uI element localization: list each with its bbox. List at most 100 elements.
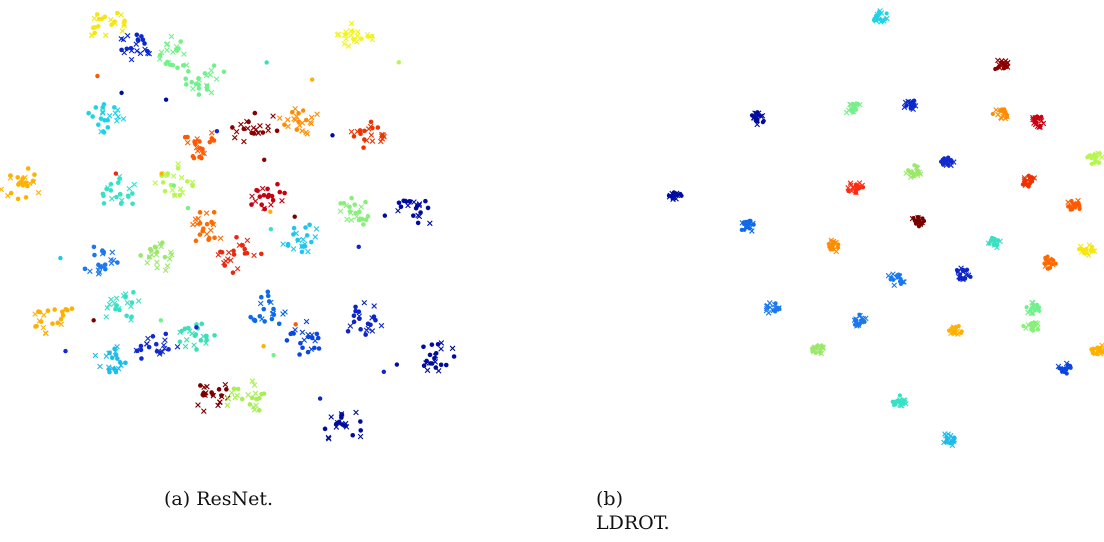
target-point-cross xyxy=(337,208,344,215)
target-point-cross xyxy=(244,125,251,132)
target-point-cross xyxy=(364,31,371,38)
source-point-dot xyxy=(254,396,259,402)
source-point-dot xyxy=(991,236,996,241)
target-point-cross xyxy=(100,110,106,116)
source-point-dot xyxy=(130,201,135,207)
source-point-dot xyxy=(1098,345,1103,351)
target-point-cross xyxy=(250,125,257,131)
source-point-dot xyxy=(197,232,203,237)
source-point-dot xyxy=(135,38,141,43)
outlier-point xyxy=(381,369,387,374)
outlier-point xyxy=(261,344,266,349)
target-point-cross xyxy=(427,220,433,227)
cluster-26 xyxy=(421,340,457,374)
source-point-dot xyxy=(427,352,433,358)
source-point-dot xyxy=(874,17,879,23)
source-point-dot xyxy=(356,209,362,215)
target-point-cross xyxy=(109,195,115,202)
target-point-cross xyxy=(344,216,350,223)
source-point-dot xyxy=(261,192,267,198)
cluster-17 xyxy=(190,210,224,244)
target-point-cross xyxy=(201,408,207,414)
target-point-cross xyxy=(192,216,199,222)
source-point-dot xyxy=(876,9,882,14)
target-point-cross xyxy=(1034,123,1041,130)
source-point-dot xyxy=(316,346,322,351)
source-point-dot xyxy=(878,17,883,22)
source-point-dot xyxy=(93,105,99,110)
source-point-dot xyxy=(204,87,210,92)
source-point-dot xyxy=(212,235,217,241)
source-point-dot xyxy=(183,82,189,87)
source-point-dot xyxy=(185,179,190,184)
source-point-dot xyxy=(277,189,283,195)
source-point-dot xyxy=(271,306,276,312)
target-point-cross xyxy=(114,107,121,113)
source-point-dot xyxy=(352,202,358,207)
target-point-cross xyxy=(279,197,285,204)
source-point-dot xyxy=(197,210,203,215)
target-point-cross xyxy=(309,331,315,338)
target-point-cross xyxy=(325,434,332,441)
source-point-dot xyxy=(1095,349,1101,354)
source-point-dot xyxy=(351,36,356,42)
source-point-dot xyxy=(307,222,312,228)
target-point-cross xyxy=(292,105,298,112)
source-point-dot xyxy=(257,194,263,200)
source-point-dot xyxy=(357,128,363,133)
source-point-dot xyxy=(202,71,208,76)
cluster-10 xyxy=(1020,173,1038,189)
source-point-dot xyxy=(398,204,404,210)
cluster-16 xyxy=(985,235,1003,251)
target-point-cross xyxy=(166,256,173,262)
target-point-cross xyxy=(299,329,306,336)
source-point-dot xyxy=(160,180,166,185)
target-point-cross xyxy=(265,127,272,134)
source-point-dot xyxy=(333,421,339,427)
source-point-dot xyxy=(350,432,356,438)
outlier-point xyxy=(58,255,63,261)
source-point-dot xyxy=(347,209,353,214)
source-point-dot xyxy=(196,76,201,81)
source-point-dot xyxy=(265,186,270,192)
source-point-dot xyxy=(675,192,680,197)
cluster-3 xyxy=(843,101,863,116)
cluster-12 xyxy=(348,119,387,150)
source-point-dot xyxy=(946,155,951,160)
source-point-dot xyxy=(197,145,203,151)
target-point-cross xyxy=(144,259,151,266)
target-point-cross xyxy=(259,185,266,192)
target-point-cross xyxy=(369,328,376,334)
source-point-dot xyxy=(309,239,314,245)
source-point-dot xyxy=(124,46,130,52)
target-point-cross xyxy=(106,350,112,356)
target-point-cross xyxy=(814,345,820,351)
source-point-dot xyxy=(124,313,129,319)
target-point-cross xyxy=(204,383,210,390)
target-point-cross xyxy=(233,128,240,135)
target-point-cross xyxy=(917,218,924,224)
cluster-12 xyxy=(666,190,684,203)
source-point-dot xyxy=(443,362,449,368)
target-point-cross xyxy=(270,113,276,119)
source-point-dot xyxy=(259,202,264,208)
target-point-cross xyxy=(993,107,999,113)
target-point-cross xyxy=(1036,124,1042,130)
source-point-dot xyxy=(438,362,444,368)
source-point-dot xyxy=(186,69,191,74)
source-point-dot xyxy=(34,323,39,329)
source-point-dot xyxy=(249,395,255,401)
target-point-cross xyxy=(348,217,355,223)
source-point-dot xyxy=(17,180,22,186)
target-point-cross xyxy=(162,337,168,343)
source-point-dot xyxy=(349,195,354,201)
source-point-dot xyxy=(175,65,180,71)
cluster-7 xyxy=(100,173,138,207)
source-point-dot xyxy=(94,12,100,17)
target-point-cross xyxy=(852,320,859,326)
target-point-cross xyxy=(164,41,171,47)
target-point-cross xyxy=(850,104,857,110)
source-point-dot xyxy=(239,396,245,402)
target-point-cross xyxy=(268,299,274,306)
target-point-cross xyxy=(347,323,354,329)
